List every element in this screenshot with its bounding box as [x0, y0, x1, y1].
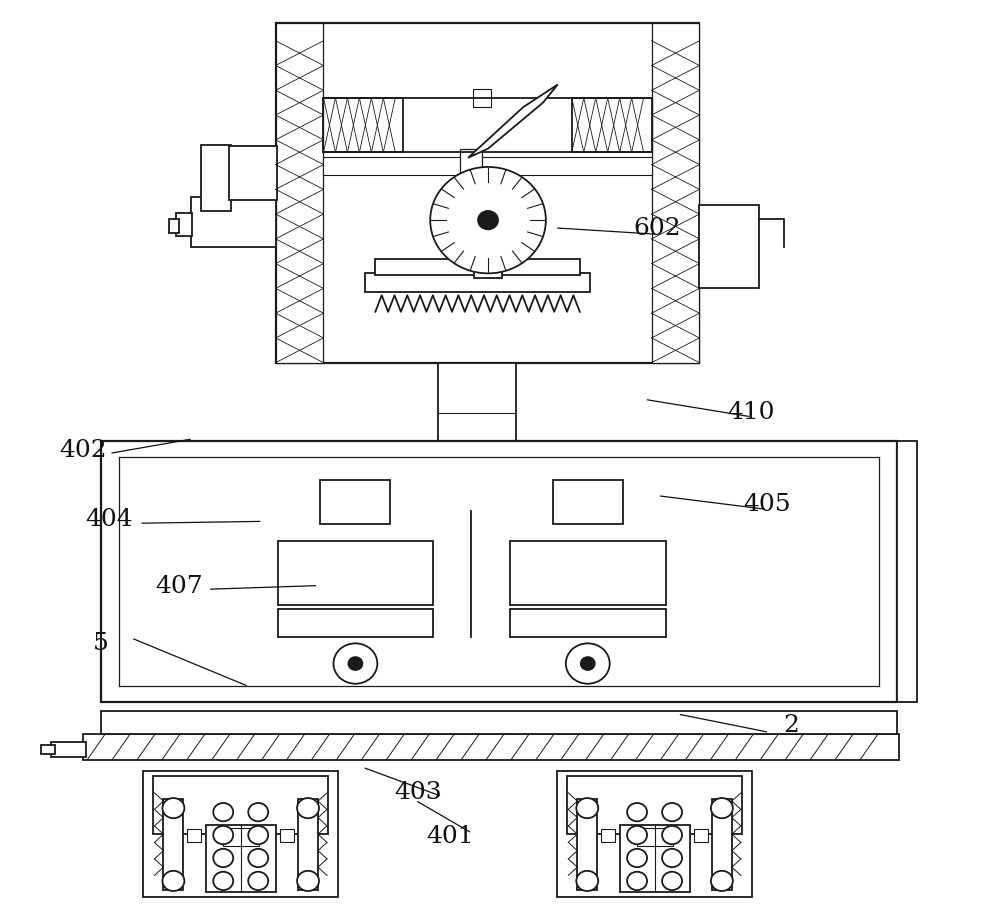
- Bar: [694, 829, 708, 842]
- Bar: [567, 776, 742, 834]
- Polygon shape: [468, 85, 558, 159]
- Circle shape: [162, 799, 184, 818]
- Bar: [298, 800, 318, 891]
- Bar: [699, 206, 759, 289]
- Circle shape: [581, 657, 595, 670]
- Bar: [323, 158, 652, 176]
- Bar: [191, 198, 276, 248]
- Bar: [83, 734, 899, 760]
- Circle shape: [213, 826, 233, 845]
- Circle shape: [662, 826, 682, 845]
- Bar: [278, 609, 433, 637]
- Circle shape: [576, 871, 598, 891]
- Bar: [365, 274, 590, 292]
- Circle shape: [627, 872, 647, 891]
- Bar: [206, 825, 276, 892]
- Circle shape: [333, 643, 377, 684]
- Bar: [187, 829, 201, 842]
- Bar: [577, 800, 597, 891]
- Bar: [460, 150, 482, 182]
- Bar: [278, 541, 433, 606]
- Bar: [276, 24, 323, 363]
- Circle shape: [627, 803, 647, 822]
- Text: 407: 407: [155, 574, 203, 597]
- Bar: [201, 145, 231, 211]
- Circle shape: [662, 849, 682, 868]
- Circle shape: [213, 803, 233, 822]
- Text: 404: 404: [85, 507, 133, 530]
- Bar: [323, 99, 403, 153]
- Circle shape: [213, 872, 233, 891]
- Text: 5: 5: [93, 631, 109, 654]
- Bar: [276, 24, 699, 363]
- Circle shape: [248, 803, 268, 822]
- Circle shape: [162, 871, 184, 891]
- Circle shape: [711, 871, 733, 891]
- Bar: [510, 541, 666, 606]
- Circle shape: [711, 799, 733, 818]
- Bar: [474, 259, 502, 278]
- Circle shape: [213, 849, 233, 868]
- Bar: [620, 825, 690, 892]
- Circle shape: [297, 799, 319, 818]
- Bar: [473, 90, 491, 108]
- Bar: [652, 24, 699, 363]
- Bar: [438, 363, 516, 441]
- Text: 2: 2: [783, 714, 799, 737]
- Text: 402: 402: [59, 439, 107, 462]
- Circle shape: [430, 168, 546, 274]
- Bar: [601, 829, 615, 842]
- Circle shape: [478, 211, 498, 230]
- Text: 403: 403: [394, 779, 442, 802]
- Bar: [320, 481, 390, 525]
- Text: 410: 410: [728, 401, 775, 424]
- Bar: [510, 609, 666, 637]
- Circle shape: [627, 826, 647, 845]
- Bar: [163, 800, 183, 891]
- Circle shape: [248, 849, 268, 868]
- Bar: [229, 147, 277, 200]
- Circle shape: [248, 826, 268, 845]
- Bar: [101, 441, 897, 702]
- Bar: [280, 829, 294, 842]
- Bar: [153, 776, 328, 834]
- Text: 602: 602: [634, 217, 681, 240]
- Bar: [375, 259, 580, 276]
- Bar: [101, 711, 897, 734]
- Circle shape: [576, 799, 598, 818]
- Text: 405: 405: [743, 492, 791, 515]
- Text: 401: 401: [426, 823, 474, 846]
- Circle shape: [627, 849, 647, 868]
- Bar: [557, 771, 752, 898]
- Bar: [143, 771, 338, 898]
- Circle shape: [248, 872, 268, 891]
- Circle shape: [348, 657, 362, 670]
- Bar: [41, 745, 55, 754]
- Bar: [637, 828, 673, 846]
- Circle shape: [662, 803, 682, 822]
- Bar: [176, 214, 192, 237]
- Circle shape: [662, 872, 682, 891]
- Bar: [223, 828, 259, 846]
- Bar: [51, 743, 86, 757]
- Bar: [553, 481, 623, 525]
- Circle shape: [297, 871, 319, 891]
- Circle shape: [566, 643, 610, 684]
- Bar: [572, 99, 652, 153]
- Bar: [712, 800, 732, 891]
- Bar: [897, 441, 917, 702]
- Bar: [169, 220, 179, 233]
